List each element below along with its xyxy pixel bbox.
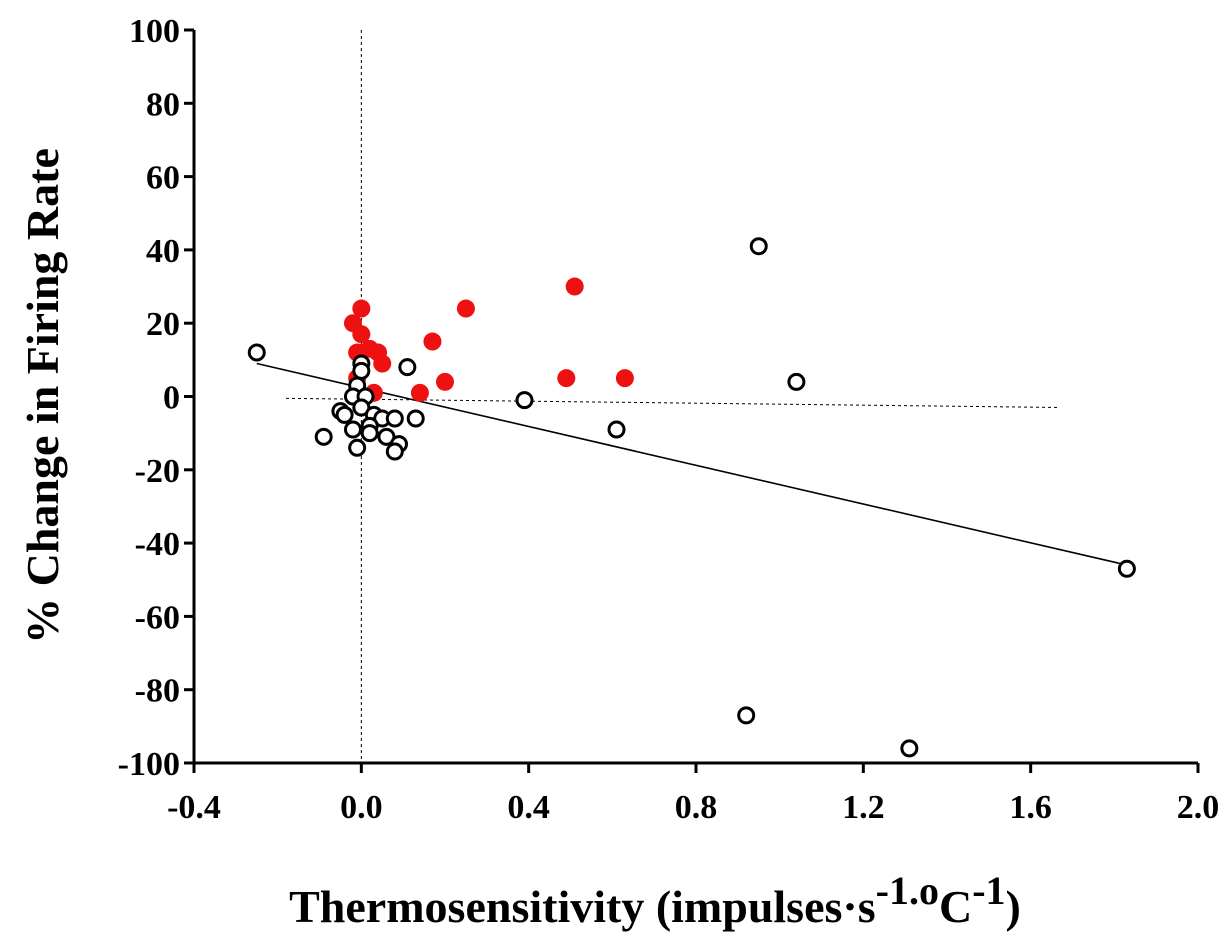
y-axis-title: % Change in Firing Rate	[17, 148, 68, 644]
y-tick-label: -40	[135, 526, 180, 563]
open-data-point	[360, 424, 379, 443]
y-tick-label: -20	[135, 453, 180, 490]
x-axis-title-end: )	[1006, 881, 1021, 932]
filled-data-point	[352, 299, 371, 318]
filled-data-point	[352, 325, 371, 344]
open-data-point	[385, 409, 404, 428]
x-tick-label: 0.4	[507, 789, 550, 826]
filled-data-point	[436, 372, 454, 391]
open-data-point	[247, 343, 266, 362]
filled-data-point	[410, 383, 429, 402]
open-data-point	[607, 420, 626, 439]
x-tick-label: 2.0	[1177, 789, 1220, 826]
y-tick-label: 20	[146, 306, 180, 343]
trend-line-group	[256, 362, 1128, 566]
open-data-point	[737, 706, 756, 725]
x-axis-title-sup1: -1.o	[876, 868, 939, 913]
y-tick-label: -100	[118, 746, 180, 783]
axes	[192, 30, 1198, 765]
x-axis-title-sup2: -1	[972, 868, 1005, 913]
y-tick-label: -80	[135, 673, 180, 710]
filled-data-point	[615, 369, 634, 388]
open-data-point	[749, 237, 768, 256]
y-tick-label: 40	[146, 233, 180, 270]
x-tick-label: 0.8	[675, 789, 718, 826]
open-data-point	[515, 391, 534, 410]
open-data-point	[398, 358, 417, 377]
y-tick-label: 80	[146, 86, 180, 123]
y-tick-label: 0	[163, 380, 180, 417]
open-data-point	[787, 372, 806, 391]
x-axis-title-mid: C	[939, 881, 972, 932]
x-tick-label: 1.6	[1009, 789, 1052, 826]
open-data-point	[352, 361, 371, 380]
open-data-point	[1117, 559, 1136, 578]
x-tick-label: -0.4	[167, 789, 221, 826]
y-tick-label: 100	[129, 13, 180, 50]
filled-data-point	[423, 332, 442, 351]
filled-data-point	[456, 299, 475, 318]
x-tick-label: 0.0	[340, 789, 383, 826]
open-data-point	[314, 427, 333, 446]
filled-data-point	[565, 277, 584, 296]
data-points	[247, 237, 1136, 758]
y-axis-ticks: -100 -80 -60 -40 -20 0 20 40 60 80 100	[118, 13, 194, 783]
filled-data-point	[557, 369, 576, 388]
open-data-point	[385, 442, 404, 461]
open-data-point	[900, 739, 919, 758]
open-data-point	[343, 420, 362, 439]
open-data-point	[335, 405, 354, 424]
x-axis-title-main: Thermosensitivity (impulses·s	[289, 881, 876, 932]
y-tick-label: -60	[135, 599, 180, 636]
x-tick-label: 1.2	[842, 789, 885, 826]
open-data-point	[348, 438, 367, 457]
open-data-point	[406, 409, 425, 428]
x-axis-ticks: -0.4 0.0 0.4 0.8 1.2 1.6 2.0	[167, 763, 1219, 826]
x-axis-title: Thermosensitivity (impulses·s-1.oC-1)	[289, 868, 1021, 932]
filled-data-point	[373, 354, 392, 373]
horizontal-reference-line	[286, 397, 1060, 408]
y-tick-label: 60	[146, 160, 180, 197]
regression-line	[256, 362, 1128, 566]
